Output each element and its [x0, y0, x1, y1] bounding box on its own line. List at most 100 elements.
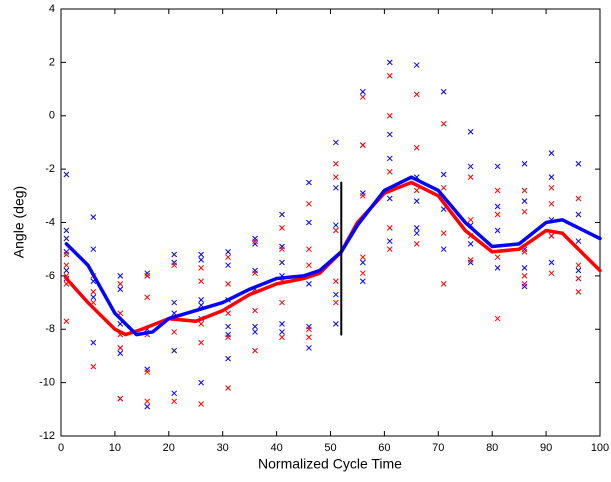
marker	[440, 246, 447, 253]
marker	[279, 321, 285, 327]
marker	[359, 259, 366, 266]
marker	[413, 62, 420, 68]
marker	[413, 91, 420, 98]
x-tick-label: 60	[378, 442, 390, 454]
x-tick-label: 100	[591, 442, 609, 454]
line	[64, 175, 602, 337]
marker	[63, 235, 70, 242]
marker	[171, 299, 178, 306]
y-tick-label: 4	[49, 3, 55, 15]
marker	[575, 289, 582, 295]
marker	[333, 222, 339, 229]
plot-frame	[60, 8, 601, 437]
marker	[494, 203, 501, 210]
marker	[117, 281, 124, 287]
marker	[440, 120, 447, 127]
x-tick-label: 40	[270, 442, 282, 454]
marker	[548, 200, 555, 207]
marker	[90, 363, 97, 370]
marker	[225, 281, 231, 287]
marker	[333, 321, 339, 327]
marker	[117, 395, 124, 402]
marker	[117, 350, 124, 357]
marker	[198, 321, 204, 327]
marker	[225, 334, 231, 341]
marker	[306, 281, 312, 287]
marker	[306, 345, 312, 351]
marker	[548, 184, 555, 191]
y-tick-label: -6	[45, 270, 55, 282]
marker	[171, 329, 178, 335]
x-axis-label: Normalized Cycle Time	[258, 456, 402, 472]
marker	[117, 345, 124, 351]
marker	[521, 249, 528, 255]
marker	[413, 230, 420, 237]
marker	[252, 270, 258, 277]
marker	[333, 291, 339, 298]
x-tick-label: 80	[486, 442, 498, 454]
marker	[306, 334, 312, 341]
marker	[467, 216, 474, 223]
marker	[413, 144, 420, 151]
marker	[359, 254, 366, 261]
marker	[279, 246, 285, 253]
x-tick-label: 90	[540, 442, 552, 454]
marker	[171, 347, 178, 354]
marker	[494, 187, 501, 194]
marker	[198, 339, 204, 346]
marker	[575, 195, 582, 202]
marker	[306, 179, 312, 186]
marker	[413, 198, 420, 205]
marker	[333, 184, 339, 191]
marker	[521, 198, 528, 205]
marker	[171, 262, 178, 269]
marker	[279, 259, 285, 266]
x-tick-label: 50	[324, 442, 336, 454]
marker	[386, 168, 393, 175]
marker	[252, 307, 258, 314]
y-tick-label: -12	[39, 430, 55, 442]
marker	[521, 208, 528, 215]
marker	[548, 259, 555, 266]
marker	[63, 227, 70, 234]
marker	[225, 249, 231, 255]
marker	[171, 251, 178, 258]
marker	[467, 240, 474, 247]
marker	[225, 385, 231, 391]
marker	[90, 294, 97, 301]
marker	[279, 334, 285, 341]
marker	[144, 294, 151, 301]
marker	[467, 174, 474, 180]
line	[64, 180, 602, 337]
marker	[333, 139, 339, 146]
marker	[117, 273, 124, 279]
marker	[386, 246, 393, 253]
marker	[198, 265, 204, 271]
marker	[90, 339, 97, 346]
marker	[494, 163, 501, 170]
marker	[306, 219, 312, 226]
marker	[386, 112, 393, 119]
marker	[63, 318, 70, 325]
x-tick-label: 10	[109, 442, 121, 454]
marker	[198, 278, 204, 285]
marker	[413, 224, 420, 231]
marker	[225, 254, 231, 261]
marker	[521, 281, 528, 287]
marker	[90, 214, 97, 221]
marker	[90, 246, 97, 253]
marker	[198, 257, 204, 263]
marker	[171, 390, 178, 397]
marker	[225, 262, 231, 269]
marker	[359, 192, 366, 199]
marker	[575, 275, 582, 282]
marker	[548, 232, 555, 239]
y-tick-label: -4	[45, 216, 55, 228]
marker	[386, 72, 393, 79]
marker	[440, 281, 447, 287]
marker	[198, 379, 204, 386]
marker	[225, 323, 231, 330]
marker	[440, 184, 447, 191]
marker	[63, 267, 70, 274]
marker	[63, 251, 70, 258]
